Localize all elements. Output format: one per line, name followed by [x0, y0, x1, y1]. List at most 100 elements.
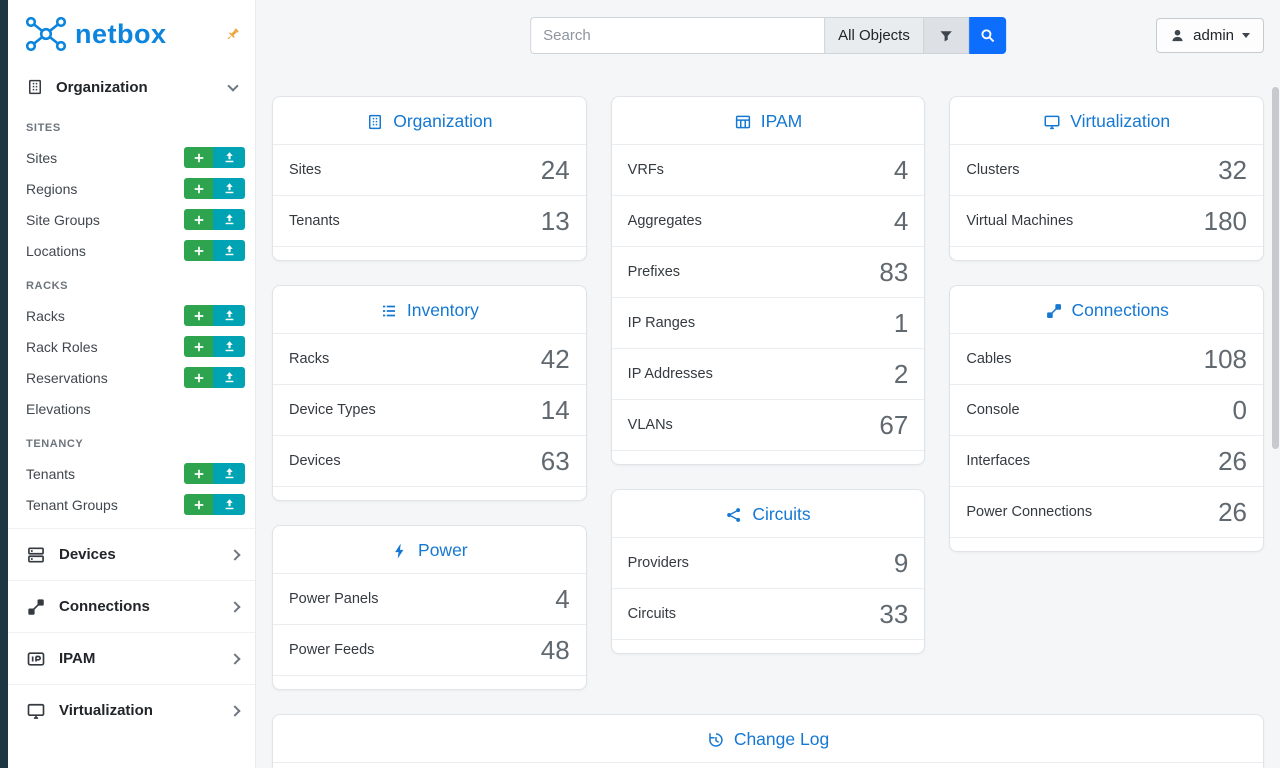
- stat-value[interactable]: 33: [879, 599, 909, 629]
- add-button[interactable]: [184, 240, 213, 261]
- stat-label[interactable]: Racks: [289, 351, 330, 367]
- sidebar-item-racks[interactable]: Racks: [8, 300, 255, 331]
- add-button[interactable]: [184, 209, 213, 230]
- stat-value[interactable]: 180: [1203, 206, 1248, 236]
- stat-label[interactable]: Power Feeds: [289, 642, 375, 658]
- sidebar-item-reservations[interactable]: Reservations: [8, 362, 255, 393]
- add-button[interactable]: [184, 367, 213, 388]
- stat-value[interactable]: 4: [893, 206, 909, 236]
- stat-label[interactable]: Circuits: [627, 606, 677, 622]
- add-button[interactable]: [184, 147, 213, 168]
- import-button[interactable]: [213, 463, 245, 484]
- section-label-racks: RACKS: [26, 280, 69, 292]
- stat-label[interactable]: Virtual Machines: [966, 213, 1074, 229]
- import-button[interactable]: [213, 147, 245, 168]
- stat-label[interactable]: Console: [966, 402, 1020, 418]
- add-button[interactable]: [184, 463, 213, 484]
- sidebar-item-site-groups[interactable]: Site Groups: [8, 204, 255, 235]
- sidebar-item-devices[interactable]: Devices: [8, 528, 255, 580]
- stat-value[interactable]: 0: [1232, 395, 1248, 425]
- add-button[interactable]: [184, 178, 213, 199]
- stat-value[interactable]: 108: [1203, 344, 1248, 374]
- sidebar-item-virtualization[interactable]: Virtualization: [8, 684, 255, 736]
- dashboard-column: IPAM VRFs 4 Aggregates 4 Prefixes 83 IP …: [610, 96, 926, 690]
- card-header: Connections: [950, 286, 1264, 334]
- sidebar-item-tenants[interactable]: Tenants: [8, 458, 255, 489]
- object-type-dropdown[interactable]: All Objects: [824, 17, 923, 54]
- stat-label[interactable]: Prefixes: [627, 264, 681, 280]
- import-button[interactable]: [213, 367, 245, 388]
- add-button[interactable]: [184, 494, 213, 515]
- stat-label[interactable]: Providers: [627, 555, 689, 571]
- stat-row: IP Addresses 2: [611, 349, 925, 400]
- stat-value[interactable]: 14: [540, 395, 570, 425]
- section-label-tenancy: TENANCY: [26, 438, 84, 450]
- import-button[interactable]: [213, 209, 245, 230]
- user-menu-button[interactable]: admin: [1156, 18, 1264, 53]
- stat-label[interactable]: Clusters: [966, 162, 1020, 178]
- import-button[interactable]: [213, 178, 245, 199]
- stat-value[interactable]: 4: [555, 584, 570, 614]
- sidebar-item-connections[interactable]: Connections: [8, 580, 255, 632]
- add-button[interactable]: [184, 336, 213, 357]
- stat-value[interactable]: 24: [540, 155, 570, 185]
- stat-value[interactable]: 2: [893, 359, 909, 389]
- stat-label[interactable]: Tenants: [289, 213, 340, 229]
- stat-label[interactable]: Power Panels: [289, 591, 379, 607]
- sidebar-item-rack-roles[interactable]: Rack Roles: [8, 331, 255, 362]
- card-title: Power: [418, 540, 468, 560]
- stat-value[interactable]: 26: [1218, 446, 1248, 476]
- stat-value[interactable]: 4: [893, 155, 909, 185]
- stat-value[interactable]: 67: [879, 410, 909, 440]
- sidebar-item-label: Regions: [26, 180, 78, 197]
- share-nodes-icon: [725, 506, 743, 524]
- stat-label[interactable]: Aggregates: [627, 213, 702, 229]
- stat-label[interactable]: VRFs: [627, 162, 664, 178]
- stat-row: Power Connections 26: [950, 487, 1264, 538]
- stat-value[interactable]: 32: [1218, 155, 1248, 185]
- stat-label[interactable]: Sites: [289, 162, 322, 178]
- stat-value[interactable]: 26: [1218, 497, 1248, 527]
- stat-value[interactable]: 13: [540, 206, 570, 236]
- sidebar-item-sites[interactable]: Sites: [8, 142, 255, 173]
- stat-value[interactable]: 1: [893, 308, 909, 338]
- sidebar-item-tenant-groups[interactable]: Tenant Groups: [8, 489, 255, 520]
- stat-label[interactable]: Devices: [289, 453, 341, 469]
- import-button[interactable]: [213, 240, 245, 261]
- pin-sidebar-button[interactable]: [224, 26, 241, 43]
- search-submit-button[interactable]: [968, 17, 1006, 54]
- stat-label[interactable]: Power Connections: [966, 504, 1093, 520]
- page-scrollbar-thumb[interactable]: [1272, 87, 1279, 449]
- search-bar: All Objects: [530, 17, 1006, 54]
- import-button[interactable]: [213, 494, 245, 515]
- stat-label[interactable]: Device Types: [289, 402, 376, 418]
- filter-button[interactable]: [922, 17, 969, 54]
- sidebar-item-ipam[interactable]: IPAM: [8, 632, 255, 684]
- stat-label[interactable]: IP Ranges: [627, 315, 696, 331]
- import-button[interactable]: [213, 336, 245, 357]
- stat-value[interactable]: 63: [540, 446, 570, 476]
- stat-value[interactable]: 48: [540, 635, 570, 665]
- stat-row: Device Types 14: [273, 385, 586, 436]
- netbox-logo[interactable]: netbox: [24, 15, 167, 53]
- stat-value[interactable]: 9: [893, 548, 909, 578]
- stat-label[interactable]: IP Addresses: [627, 366, 713, 382]
- sidebar-item-elevations[interactable]: Elevations: [8, 393, 255, 424]
- stat-value[interactable]: 42: [540, 344, 570, 374]
- sidebar-item-regions[interactable]: Regions: [8, 173, 255, 204]
- quick-actions: [184, 336, 245, 357]
- search-input[interactable]: [530, 17, 825, 54]
- stat-label[interactable]: Interfaces: [966, 453, 1031, 469]
- card-header: Organization: [273, 97, 586, 145]
- ipam-card: IPAM VRFs 4 Aggregates 4 Prefixes 83 IP …: [610, 96, 926, 465]
- chevron-right-icon: [229, 704, 241, 717]
- sidebar-item-locations[interactable]: Locations: [8, 235, 255, 266]
- stat-label[interactable]: VLANs: [627, 417, 673, 433]
- sidebar-group-organization[interactable]: Organization: [8, 66, 255, 108]
- import-button[interactable]: [213, 305, 245, 326]
- add-button[interactable]: [184, 305, 213, 326]
- chevron-down-icon: [227, 79, 239, 92]
- stat-value[interactable]: 83: [879, 257, 909, 287]
- stat-label[interactable]: Cables: [966, 351, 1012, 367]
- card-title: Circuits: [752, 504, 811, 524]
